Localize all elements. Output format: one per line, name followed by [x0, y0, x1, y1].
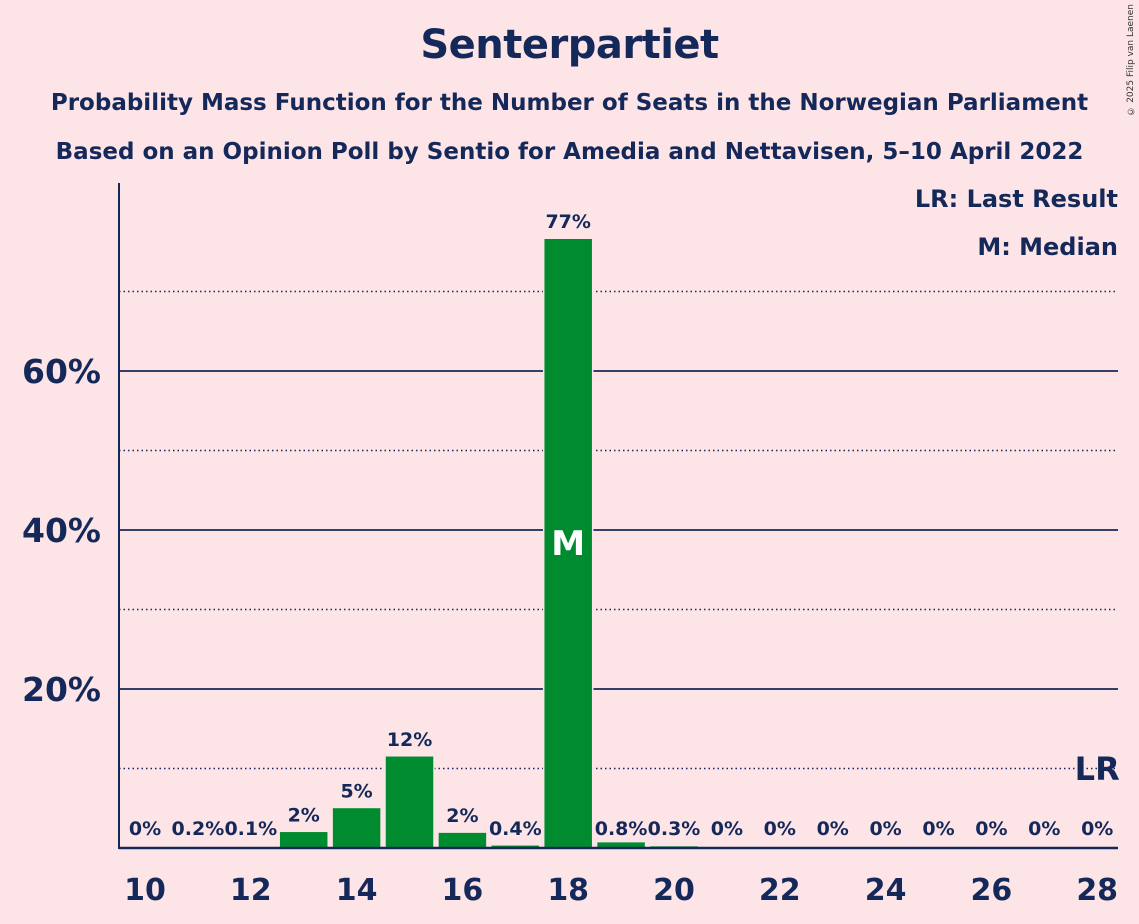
- axes: [118, 183, 1118, 850]
- data-label-seat-26: 0%: [975, 818, 1007, 840]
- x-tick-label-20: 20: [653, 873, 695, 908]
- grid-lines: [119, 290, 1118, 770]
- x-tick-label-12: 12: [230, 873, 272, 908]
- bar-seat-14: [331, 806, 382, 849]
- data-label-seat-14: 5%: [340, 780, 372, 802]
- data-label-seat-10: 0%: [129, 818, 161, 840]
- data-label-seat-20: 0.3%: [648, 818, 701, 840]
- data-label-seat-22: 0%: [764, 818, 796, 840]
- x-tick-label-24: 24: [865, 873, 907, 908]
- chart-subtitle-1: Probability Mass Function for the Number…: [50, 90, 1089, 116]
- legend-last-result: LR: Last Result: [914, 185, 1118, 213]
- data-label-seat-15: 12%: [387, 729, 432, 751]
- data-label-seat-18: 77%: [545, 211, 590, 233]
- data-label-seat-17: 0.4%: [489, 818, 542, 840]
- bar-seat-16: [437, 831, 488, 849]
- y-tick-label-40: 40%: [22, 511, 101, 550]
- data-label-seat-19: 0.8%: [595, 818, 648, 840]
- data-label-seat-25: 0%: [922, 818, 954, 840]
- data-label-seat-23: 0%: [817, 818, 849, 840]
- y-tick-label-20: 20%: [22, 670, 101, 709]
- data-label-seat-11: 0.2%: [172, 818, 225, 840]
- legend-median: M: Median: [977, 233, 1118, 261]
- last-result-marker: LR: [1075, 750, 1120, 788]
- x-tick-label-18: 18: [547, 873, 589, 908]
- x-tick-label-28: 28: [1076, 873, 1118, 908]
- y-tick-label-60: 60%: [22, 352, 101, 391]
- bar-seat-15: [384, 755, 435, 849]
- data-labels: 0% 0.2% 0.1% 2% 5% 12% 2% 0.4% 77% 0.8% 0.3% 0% 0% 0%…: [129, 211, 1113, 840]
- data-label-seat-24: 0%: [869, 818, 901, 840]
- markers: M LR: [551, 524, 1119, 788]
- data-label-seat-28: 0%: [1081, 818, 1113, 840]
- data-label-seat-12: 0.1%: [224, 818, 277, 840]
- x-tick-label-16: 16: [442, 873, 484, 908]
- bar-seat-13: [278, 830, 329, 849]
- chart-subtitle-2: Based on an Opinion Poll by Sentio for A…: [55, 139, 1084, 165]
- median-marker: M: [551, 524, 585, 564]
- data-label-seat-16: 2%: [446, 805, 478, 827]
- bar-seat-18: [542, 237, 594, 849]
- data-label-seat-27: 0%: [1028, 818, 1060, 840]
- data-label-seat-13: 2%: [288, 804, 320, 826]
- chart-title: Senterpartiet: [420, 22, 719, 68]
- x-tick-label-26: 26: [971, 873, 1013, 908]
- x-tick-label-10: 10: [124, 873, 166, 908]
- bars: [172, 237, 700, 849]
- x-tick-label-14: 14: [336, 873, 378, 908]
- tick-labels: 10 12 14 16 18 20 22 24 26 28 20% 40% 60%: [22, 352, 1118, 908]
- data-label-seat-21: 0%: [711, 818, 743, 840]
- x-tick-label-22: 22: [759, 873, 801, 908]
